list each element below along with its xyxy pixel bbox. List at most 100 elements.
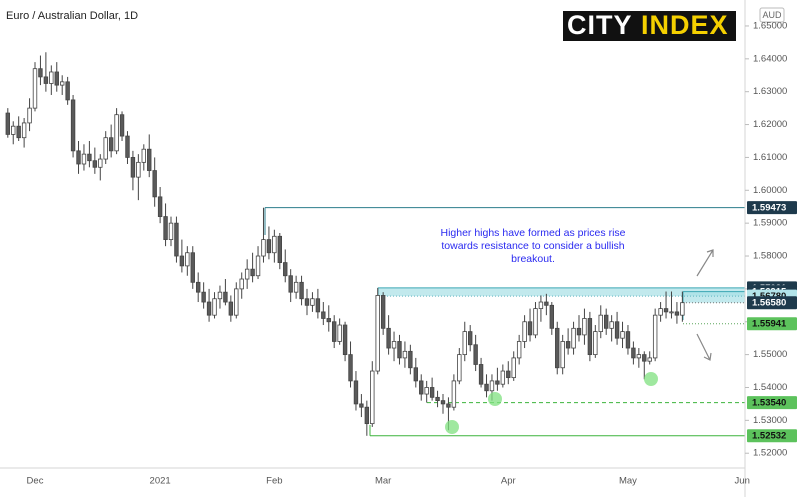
y-tick-label: 1.60000 bbox=[753, 185, 787, 196]
candle-body bbox=[168, 222, 174, 240]
price-tag bbox=[747, 396, 797, 410]
candle-body bbox=[440, 400, 446, 405]
candle-body bbox=[157, 196, 163, 217]
candle-body bbox=[658, 308, 663, 316]
logo-index: INDEX bbox=[641, 10, 729, 40]
candle-body bbox=[65, 81, 70, 101]
candle-body bbox=[49, 71, 54, 84]
y-tick-label: 1.63000 bbox=[753, 86, 787, 97]
resistance-zone bbox=[378, 287, 745, 297]
resistance-zone bbox=[683, 291, 745, 303]
y-tick-label: 1.54000 bbox=[753, 382, 787, 393]
candle-body bbox=[38, 68, 43, 78]
candle-body bbox=[81, 153, 87, 165]
x-tick-label: Apr bbox=[501, 476, 516, 487]
candle-body bbox=[424, 387, 429, 395]
x-tick-label: 2021 bbox=[150, 476, 171, 487]
annotation: breakout. bbox=[511, 253, 555, 265]
axis: 1.520001.530001.540001.550001.560001.570… bbox=[27, 20, 797, 487]
candle-body bbox=[555, 327, 560, 369]
chart-title: Euro / Australian Dollar, 1D bbox=[6, 10, 138, 22]
candle-body bbox=[652, 314, 658, 359]
candle-body bbox=[234, 288, 239, 316]
currency: AUD bbox=[762, 10, 782, 20]
candle-body bbox=[413, 367, 418, 382]
candle-body bbox=[636, 354, 642, 359]
candle-body bbox=[244, 268, 250, 280]
candle-body bbox=[32, 68, 38, 109]
candle-body bbox=[560, 341, 565, 369]
candle-body bbox=[506, 370, 511, 379]
low-markers bbox=[445, 372, 658, 434]
price-tag bbox=[747, 201, 797, 215]
y-tick-label: 1.53000 bbox=[753, 415, 787, 426]
candle-body bbox=[179, 255, 185, 267]
annotation: towards resistance to consider a bullish bbox=[441, 240, 624, 252]
candle-body bbox=[43, 76, 49, 84]
candle-body bbox=[663, 308, 669, 313]
candle-body bbox=[386, 327, 391, 349]
candle-body bbox=[239, 278, 244, 290]
price-tag-label: 1.53540 bbox=[752, 398, 786, 409]
candle-body bbox=[467, 331, 473, 346]
candle-body bbox=[141, 148, 146, 163]
candle-body bbox=[266, 239, 272, 254]
candle-body bbox=[484, 383, 489, 392]
candle-body bbox=[103, 137, 108, 160]
candle-body bbox=[136, 161, 141, 178]
candle-body bbox=[451, 380, 457, 408]
candle-body bbox=[457, 354, 462, 382]
y-tick-label: 1.61000 bbox=[753, 152, 787, 163]
candle-body bbox=[511, 357, 516, 379]
candle-body bbox=[119, 114, 125, 137]
candle-body bbox=[647, 357, 652, 362]
candle-body bbox=[576, 327, 582, 336]
candle-body bbox=[489, 380, 495, 392]
candle-body bbox=[5, 112, 10, 135]
candle-body bbox=[342, 324, 348, 356]
candle-body bbox=[669, 311, 674, 314]
candle-body bbox=[255, 255, 261, 277]
y-tick-label: 1.64000 bbox=[753, 53, 787, 64]
candle-body bbox=[544, 301, 549, 306]
candle-body bbox=[206, 301, 212, 316]
candle-body bbox=[217, 291, 223, 300]
price-tag bbox=[747, 429, 797, 443]
y-tick-label: 1.62000 bbox=[753, 119, 787, 130]
arrow-down bbox=[696, 333, 712, 361]
y-tick-label: 1.52000 bbox=[753, 448, 787, 459]
x-tick-label: Mar bbox=[375, 476, 391, 487]
candle-body bbox=[402, 350, 408, 359]
candle-body bbox=[625, 331, 631, 349]
x-tick-label: Jun bbox=[735, 476, 750, 487]
candle-body bbox=[593, 331, 598, 356]
candle-body bbox=[174, 222, 179, 257]
plot bbox=[5, 52, 685, 436]
candle-body bbox=[185, 252, 190, 267]
candle-body bbox=[397, 341, 402, 359]
candle-body bbox=[516, 341, 522, 359]
low-marker bbox=[488, 392, 502, 406]
candle-body bbox=[195, 281, 201, 293]
candle-body bbox=[435, 396, 440, 402]
candle-body bbox=[163, 216, 168, 240]
price-tag bbox=[747, 296, 797, 310]
candle-body bbox=[299, 281, 304, 300]
arrows bbox=[696, 249, 714, 361]
candle-body bbox=[87, 153, 92, 162]
candle-body bbox=[114, 114, 119, 152]
candle-body bbox=[304, 298, 310, 306]
candle-body bbox=[11, 125, 16, 135]
y-tick-label: 1.59000 bbox=[753, 218, 787, 229]
candle-body bbox=[495, 380, 500, 385]
candle-body bbox=[446, 403, 451, 408]
candle-body bbox=[631, 347, 636, 359]
candle-body bbox=[533, 308, 538, 336]
x-tick-label: Feb bbox=[266, 476, 282, 487]
annotation: Higher highs have formed as prices rise bbox=[440, 227, 625, 239]
candle-body bbox=[331, 321, 337, 342]
arrow-up bbox=[696, 249, 714, 277]
candle-body bbox=[364, 406, 370, 425]
logo-city: CITY bbox=[567, 10, 633, 40]
